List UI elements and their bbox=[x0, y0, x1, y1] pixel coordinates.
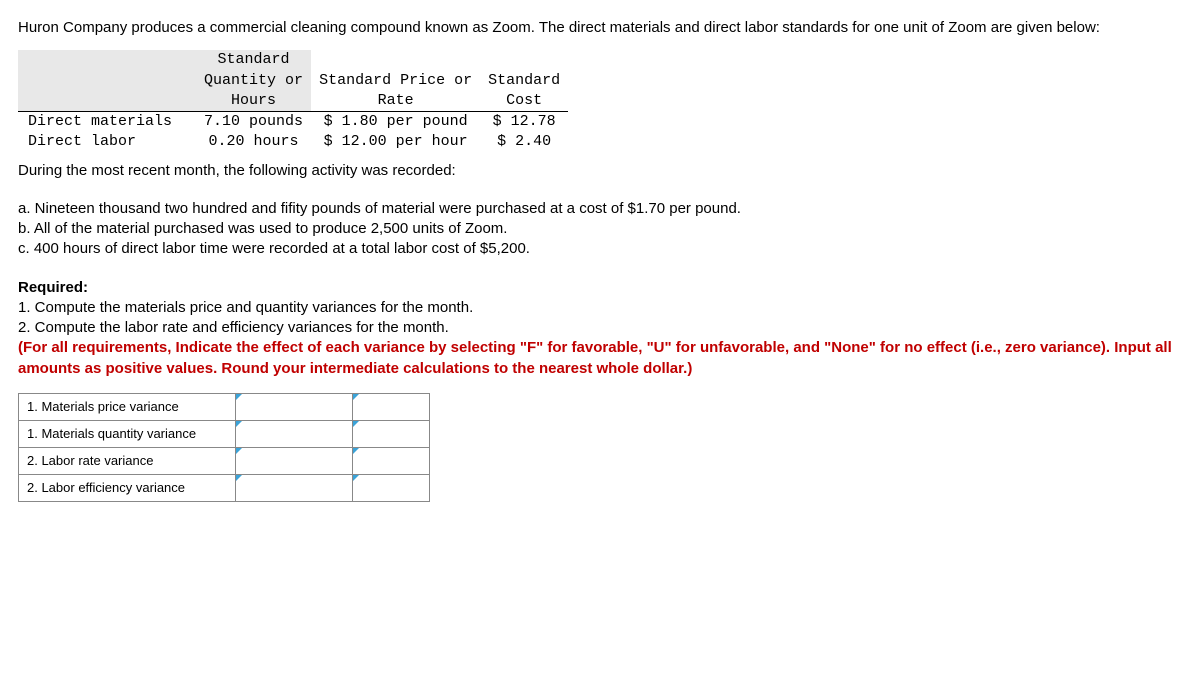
answer-label: 1. Materials price variance bbox=[19, 393, 236, 420]
answer-row: 1. Materials price variance bbox=[19, 393, 430, 420]
input-indicator-icon bbox=[353, 448, 359, 454]
input-indicator-icon bbox=[353, 394, 359, 400]
answer-value-input[interactable] bbox=[236, 447, 353, 474]
answer-row: 1. Materials quantity variance bbox=[19, 420, 430, 447]
header-rate-l1: Standard Price or bbox=[311, 71, 480, 91]
header-qty-l3: Hours bbox=[196, 91, 311, 112]
activity-c: c. 400 hours of direct labor time were r… bbox=[18, 239, 1182, 259]
answer-label: 1. Materials quantity variance bbox=[19, 420, 236, 447]
input-indicator-icon bbox=[236, 475, 242, 481]
table-row: Direct materials 7.10 pounds $ 1.80 per … bbox=[18, 112, 568, 133]
activity-b: b. All of the material purchased was use… bbox=[18, 219, 1182, 239]
input-indicator-icon bbox=[236, 394, 242, 400]
standards-table: Standard Quantity or Standard Price or S… bbox=[18, 50, 568, 152]
row-qty: 7.10 pounds bbox=[196, 112, 311, 133]
table-row: Direct labor 0.20 hours $ 12.00 per hour… bbox=[18, 132, 568, 152]
answer-effect-select[interactable] bbox=[353, 420, 430, 447]
activity-a: a. Nineteen thousand two hundred and fif… bbox=[18, 199, 1182, 219]
input-indicator-icon bbox=[236, 448, 242, 454]
answer-label: 2. Labor rate variance bbox=[19, 447, 236, 474]
answer-value-input[interactable] bbox=[236, 420, 353, 447]
required-label: Required: bbox=[18, 278, 1182, 298]
intro-text: Huron Company produces a commercial clea… bbox=[18, 18, 1182, 38]
row-rate: $ 1.80 per pound bbox=[311, 112, 480, 133]
answer-value-input[interactable] bbox=[236, 474, 353, 501]
answer-table: 1. Materials price variance 1. Materials… bbox=[18, 393, 430, 502]
activity-intro: During the most recent month, the follow… bbox=[18, 161, 1182, 181]
row-qty: 0.20 hours bbox=[196, 132, 311, 152]
requirement-note: (For all requirements, Indicate the effe… bbox=[18, 338, 1182, 379]
requirement-2: 2. Compute the labor rate and efficiency… bbox=[18, 318, 1182, 338]
header-rate-l2: Rate bbox=[311, 91, 480, 112]
row-cost: $ 12.78 bbox=[480, 112, 568, 133]
row-rate: $ 12.00 per hour bbox=[311, 132, 480, 152]
input-indicator-icon bbox=[236, 421, 242, 427]
header-cost-l2: Cost bbox=[480, 91, 568, 112]
row-cost: $ 2.40 bbox=[480, 132, 568, 152]
answer-value-input[interactable] bbox=[236, 393, 353, 420]
input-indicator-icon bbox=[353, 475, 359, 481]
answer-label: 2. Labor efficiency variance bbox=[19, 474, 236, 501]
input-indicator-icon bbox=[353, 421, 359, 427]
answer-row: 2. Labor rate variance bbox=[19, 447, 430, 474]
header-qty-l2: Quantity or bbox=[196, 71, 311, 91]
answer-effect-select[interactable] bbox=[353, 393, 430, 420]
answer-row: 2. Labor efficiency variance bbox=[19, 474, 430, 501]
answer-effect-select[interactable] bbox=[353, 447, 430, 474]
requirement-1: 1. Compute the materials price and quant… bbox=[18, 298, 1182, 318]
header-qty-l1: Standard bbox=[196, 50, 311, 70]
row-label: Direct materials bbox=[18, 112, 196, 133]
header-cost-l1: Standard bbox=[480, 71, 568, 91]
answer-effect-select[interactable] bbox=[353, 474, 430, 501]
row-label: Direct labor bbox=[18, 132, 196, 152]
